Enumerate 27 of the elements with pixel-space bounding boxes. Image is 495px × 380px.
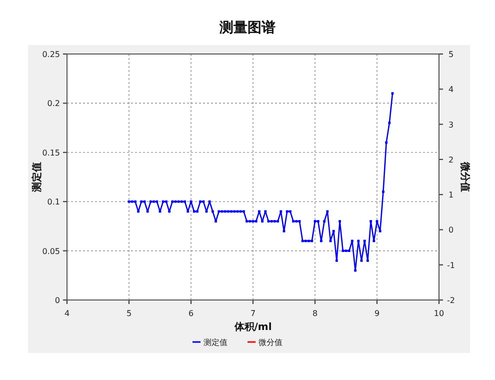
y-tick-label: 0.2 [47,99,60,108]
x-tick-label: 9 [374,309,380,318]
y-tick-label: 0.1 [47,198,60,207]
y2-tick-label: -2 [447,296,455,305]
y2-tick-label: 0 [448,226,454,235]
x-tick-label: 6 [188,309,194,318]
x-axis-title: 体积/ml [233,321,272,333]
x-tick-label: 10 [434,309,444,318]
x-tick-label: 7 [250,309,256,318]
y2-tick-label: 5 [448,50,454,59]
legend-label: 测定值 [204,338,228,347]
y-axis-title: 测定值 [31,162,43,193]
y2-tick-label: 3 [448,120,454,130]
x-tick-label: 4 [64,309,70,318]
y2-tick-label: 4 [448,85,454,94]
legend-label: 微分值 [258,338,282,347]
y-tick-label: 0 [54,296,60,305]
x-tick-label: 8 [312,309,318,318]
chart-title: 测量图谱 [218,19,276,36]
y2-axis-title: 微分值 [459,161,471,192]
y-tick-label: 0.05 [42,246,60,256]
y2-tick-label: -1 [447,260,455,270]
y2-tick-label: 2 [448,155,454,164]
x-tick-label: 5 [126,309,132,318]
y-tick-label: 0.15 [42,148,60,158]
y2-tick-label: 1 [448,190,454,200]
y-tick-label: 0.25 [42,50,60,59]
